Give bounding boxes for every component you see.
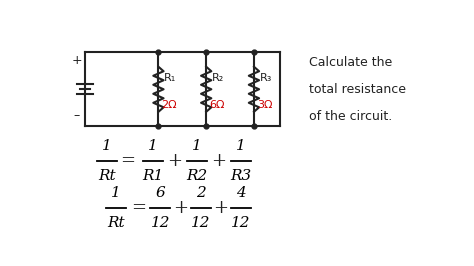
Text: 2: 2 — [196, 186, 206, 200]
Text: total resistance: total resistance — [309, 83, 406, 96]
Text: Rt: Rt — [108, 216, 125, 230]
Text: 3Ω: 3Ω — [257, 100, 273, 110]
Text: 12: 12 — [231, 216, 251, 230]
Text: +: + — [72, 54, 82, 67]
Text: =: = — [120, 152, 135, 170]
Text: R2: R2 — [186, 169, 208, 183]
Text: 1: 1 — [111, 186, 121, 200]
Text: +: + — [211, 152, 227, 170]
Text: 1: 1 — [148, 139, 158, 153]
Text: 12: 12 — [151, 216, 170, 230]
Text: R1: R1 — [142, 169, 164, 183]
Text: 1: 1 — [102, 139, 112, 153]
Text: Calculate the: Calculate the — [309, 56, 392, 69]
Text: 2Ω: 2Ω — [161, 100, 177, 110]
Text: R₃: R₃ — [260, 73, 272, 83]
Text: R₂: R₂ — [212, 73, 224, 83]
Text: +: + — [213, 199, 228, 217]
Text: –: – — [74, 109, 80, 122]
Text: R₁: R₁ — [164, 73, 176, 83]
Text: 4: 4 — [236, 186, 246, 200]
Text: =: = — [131, 199, 146, 217]
Text: Rt: Rt — [98, 169, 116, 183]
Text: of the circuit.: of the circuit. — [309, 110, 392, 123]
Text: +: + — [167, 152, 182, 170]
Text: 1: 1 — [236, 139, 246, 153]
Text: 1: 1 — [192, 139, 202, 153]
Text: R3: R3 — [230, 169, 252, 183]
Text: +: + — [173, 199, 188, 217]
Text: 6: 6 — [155, 186, 165, 200]
Text: 6Ω: 6Ω — [209, 100, 225, 110]
Text: 12: 12 — [191, 216, 210, 230]
